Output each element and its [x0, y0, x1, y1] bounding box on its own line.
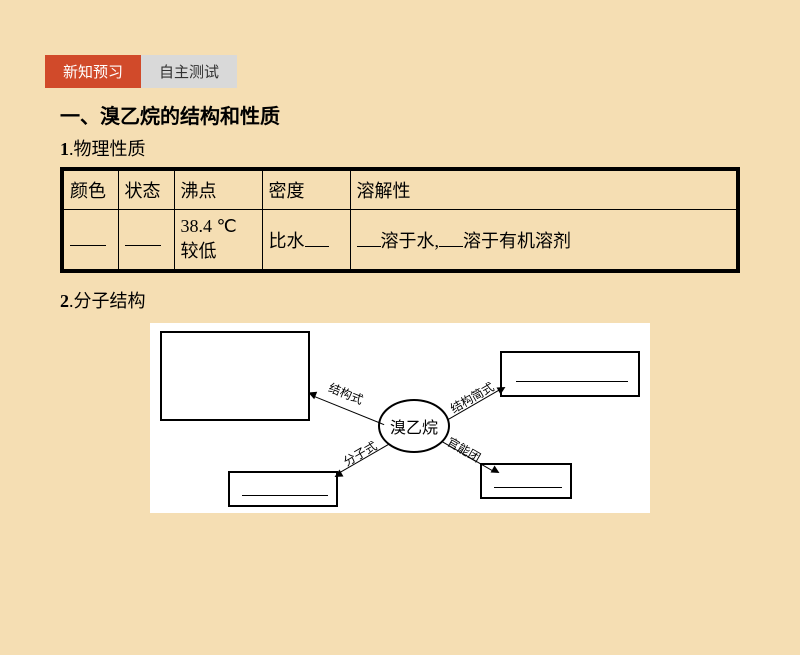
section2-num: 2 [60, 291, 69, 311]
bp-value: 38.4 ℃ [181, 216, 237, 236]
th-density: 密度 [262, 169, 350, 210]
bp-note: 较低 [181, 241, 217, 261]
properties-table: 颜色 状态 沸点 密度 溶解性 38.4 ℃ 较低 比水 溶于水, 溶于有机溶剂 [60, 167, 740, 273]
table-row: 38.4 ℃ 较低 比水 溶于水, 溶于有机溶剂 [62, 210, 738, 272]
blank-sol2 [439, 229, 463, 247]
section2-title: 2.分子结构 [60, 287, 740, 313]
cell-color [62, 210, 118, 272]
density-prefix: 比水 [269, 231, 305, 251]
blank-condensed [516, 381, 628, 382]
center-node: 溴乙烷 [378, 399, 450, 453]
label-functional: 官能团 [444, 433, 484, 466]
box-molecular-formula [228, 471, 338, 507]
cell-density: 比水 [262, 210, 350, 272]
tab-bar: 新知预习 自主测试 [45, 55, 800, 88]
molecular-diagram: 溴乙烷 结构式 结构简式 分子式 官能团 [150, 323, 650, 513]
label-condensed: 结构简式 [447, 378, 497, 417]
page-title: 一、溴乙烷的结构和性质 [60, 100, 740, 129]
center-label: 溴乙烷 [390, 414, 438, 438]
box-structure-formula [160, 331, 310, 421]
section2-text: 分子结构 [74, 291, 146, 311]
th-state: 状态 [118, 169, 174, 210]
blank-color [70, 228, 106, 246]
blank-density [305, 229, 329, 247]
tab-preview[interactable]: 新知预习 [45, 55, 141, 88]
diagram-wrap: 溴乙烷 结构式 结构简式 分子式 官能团 [60, 323, 740, 513]
content-area: 一、溴乙烷的结构和性质 1.物理性质 颜色 状态 沸点 密度 溶解性 38.4 … [60, 100, 740, 513]
sol-tail: 溶于有机溶剂 [463, 231, 571, 251]
blank-sol1 [357, 229, 381, 247]
tab-selftest[interactable]: 自主测试 [141, 55, 237, 88]
section1-text: 物理性质 [74, 139, 146, 159]
sol-mid: 溶于水, [381, 231, 440, 251]
th-color: 颜色 [62, 169, 118, 210]
box-condensed-formula [500, 351, 640, 397]
blank-functional [494, 487, 562, 488]
th-solubility: 溶解性 [350, 169, 738, 210]
blank-molecular [242, 495, 328, 496]
th-bp: 沸点 [174, 169, 262, 210]
blank-state [125, 228, 161, 246]
cell-bp: 38.4 ℃ 较低 [174, 210, 262, 272]
cell-solubility: 溶于水, 溶于有机溶剂 [350, 210, 738, 272]
table-header-row: 颜色 状态 沸点 密度 溶解性 [62, 169, 738, 210]
cell-state [118, 210, 174, 272]
section1-title: 1.物理性质 [60, 135, 740, 161]
section1-num: 1 [60, 139, 69, 159]
label-molecular: 分子式 [340, 437, 380, 470]
